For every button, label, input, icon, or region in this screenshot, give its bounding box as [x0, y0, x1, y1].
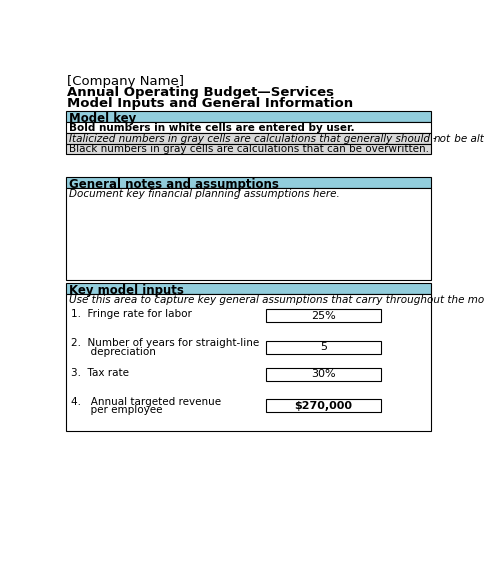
FancyBboxPatch shape: [66, 177, 430, 187]
Text: Document key financial planning assumptions here.: Document key financial planning assumpti…: [69, 189, 339, 199]
Text: Model Inputs and General Information: Model Inputs and General Information: [67, 97, 352, 110]
Text: Bold numbers in white cells are entered by user.: Bold numbers in white cells are entered …: [69, 123, 354, 133]
FancyBboxPatch shape: [66, 133, 430, 144]
Text: Black numbers in gray cells are calculations that can be overwritten.: Black numbers in gray cells are calculat…: [69, 144, 428, 155]
FancyBboxPatch shape: [66, 122, 430, 133]
Text: Use this area to capture key general assumptions that carry throughout the model: Use this area to capture key general ass…: [69, 296, 484, 305]
Text: [Company Name]: [Company Name]: [67, 75, 183, 88]
FancyBboxPatch shape: [66, 294, 430, 431]
FancyBboxPatch shape: [66, 144, 430, 155]
FancyBboxPatch shape: [66, 187, 430, 280]
Text: Italicized numbers in gray cells are calculations that generally should: Italicized numbers in gray cells are cal…: [69, 133, 433, 144]
Text: 3.  Tax rate: 3. Tax rate: [71, 368, 128, 378]
Text: be altered.: be altered.: [450, 133, 484, 144]
Text: General notes and assumptions: General notes and assumptions: [69, 178, 278, 190]
Text: Model key: Model key: [69, 112, 136, 125]
Text: 25%: 25%: [310, 310, 335, 321]
Text: 30%: 30%: [310, 369, 335, 380]
Text: 4.   Annual targeted revenue: 4. Annual targeted revenue: [71, 397, 220, 407]
Text: 5: 5: [319, 342, 326, 352]
Text: 2.  Number of years for straight-line: 2. Number of years for straight-line: [71, 339, 258, 348]
Text: per employee: per employee: [71, 405, 162, 416]
Text: 1.  Fringe rate for labor: 1. Fringe rate for labor: [71, 309, 191, 319]
FancyBboxPatch shape: [265, 368, 380, 381]
Text: Key model inputs: Key model inputs: [69, 284, 183, 297]
FancyBboxPatch shape: [265, 309, 380, 323]
FancyBboxPatch shape: [265, 341, 380, 354]
FancyBboxPatch shape: [66, 112, 430, 122]
Text: not: not: [433, 133, 450, 144]
Text: depreciation: depreciation: [71, 347, 155, 357]
FancyBboxPatch shape: [265, 399, 380, 412]
Text: $270,000: $270,000: [294, 401, 351, 411]
FancyBboxPatch shape: [66, 283, 430, 294]
Text: Annual Operating Budget—Services: Annual Operating Budget—Services: [67, 86, 333, 99]
